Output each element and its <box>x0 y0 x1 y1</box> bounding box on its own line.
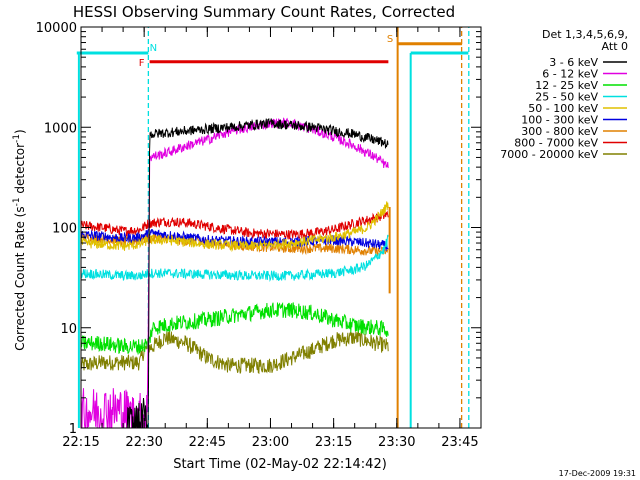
x-tick-label: 23:00 <box>252 435 289 450</box>
legend-header-line: Att 0 <box>602 40 628 53</box>
series-line <box>80 330 389 375</box>
footer-date: 17-Dec-2009 19:31 <box>559 469 636 478</box>
series-line <box>80 210 389 240</box>
y-axis-label-end: ) <box>13 129 27 134</box>
y-tick-label: 1000 <box>44 121 77 136</box>
chart-title: HESSI Observing Summary Count Rates, Cor… <box>73 3 455 21</box>
y-axis-label-main: Corrected Count Rate (s <box>13 206 27 350</box>
series-line <box>126 118 389 429</box>
flag-label: S <box>387 34 393 45</box>
series-line <box>80 234 389 282</box>
legend-label: 300 - 800 keV <box>521 125 598 138</box>
legend-label: 7000 - 20000 keV <box>500 148 598 161</box>
legend-label: 25 - 50 keV <box>535 91 598 104</box>
y-tick-label: 100 <box>52 222 77 237</box>
x-axis-label: Start Time (02-May-02 22:14:42) <box>173 457 387 472</box>
y-tick-label: 10 <box>60 322 77 337</box>
series-line <box>80 201 389 253</box>
x-tick-label: 23:30 <box>378 435 415 450</box>
x-tick-label: 22:15 <box>62 435 99 450</box>
legend-label: 3 - 6 keV <box>549 56 598 69</box>
plot-area: NF S 1 10 100 1000 10000 22:15 22:30 22:45 23:00 23… <box>36 21 482 450</box>
legend-label: 50 - 100 keV <box>528 102 598 115</box>
legend-label: 100 - 300 keV <box>521 114 598 127</box>
y-axis-label-mid: detector <box>13 143 27 198</box>
y-tick-label: 1 <box>69 422 77 437</box>
legend-label: 800 - 7000 keV <box>514 137 598 150</box>
y-axis-label-sup2: -1 <box>12 134 22 143</box>
y-tick-label: 10000 <box>36 21 77 36</box>
y-axis-label: Corrected Count Rate (s-1 detector-1) <box>12 129 27 350</box>
legend-label: 12 - 25 keV <box>535 79 598 92</box>
legend-header-line: Det 1,3,4,5,6,9, <box>542 28 628 41</box>
x-tick-label: 23:15 <box>315 435 352 450</box>
flag-label: F <box>139 58 145 69</box>
x-tick-label: 22:30 <box>125 435 162 450</box>
flag-label: N <box>150 43 157 54</box>
x-tick-label: 22:45 <box>189 435 226 450</box>
series-line <box>80 301 389 355</box>
legend-label: 6 - 12 keV <box>542 68 598 81</box>
x-tick-label: 23:45 <box>441 435 478 450</box>
y-axis-label-sup1: -1 <box>12 197 22 206</box>
